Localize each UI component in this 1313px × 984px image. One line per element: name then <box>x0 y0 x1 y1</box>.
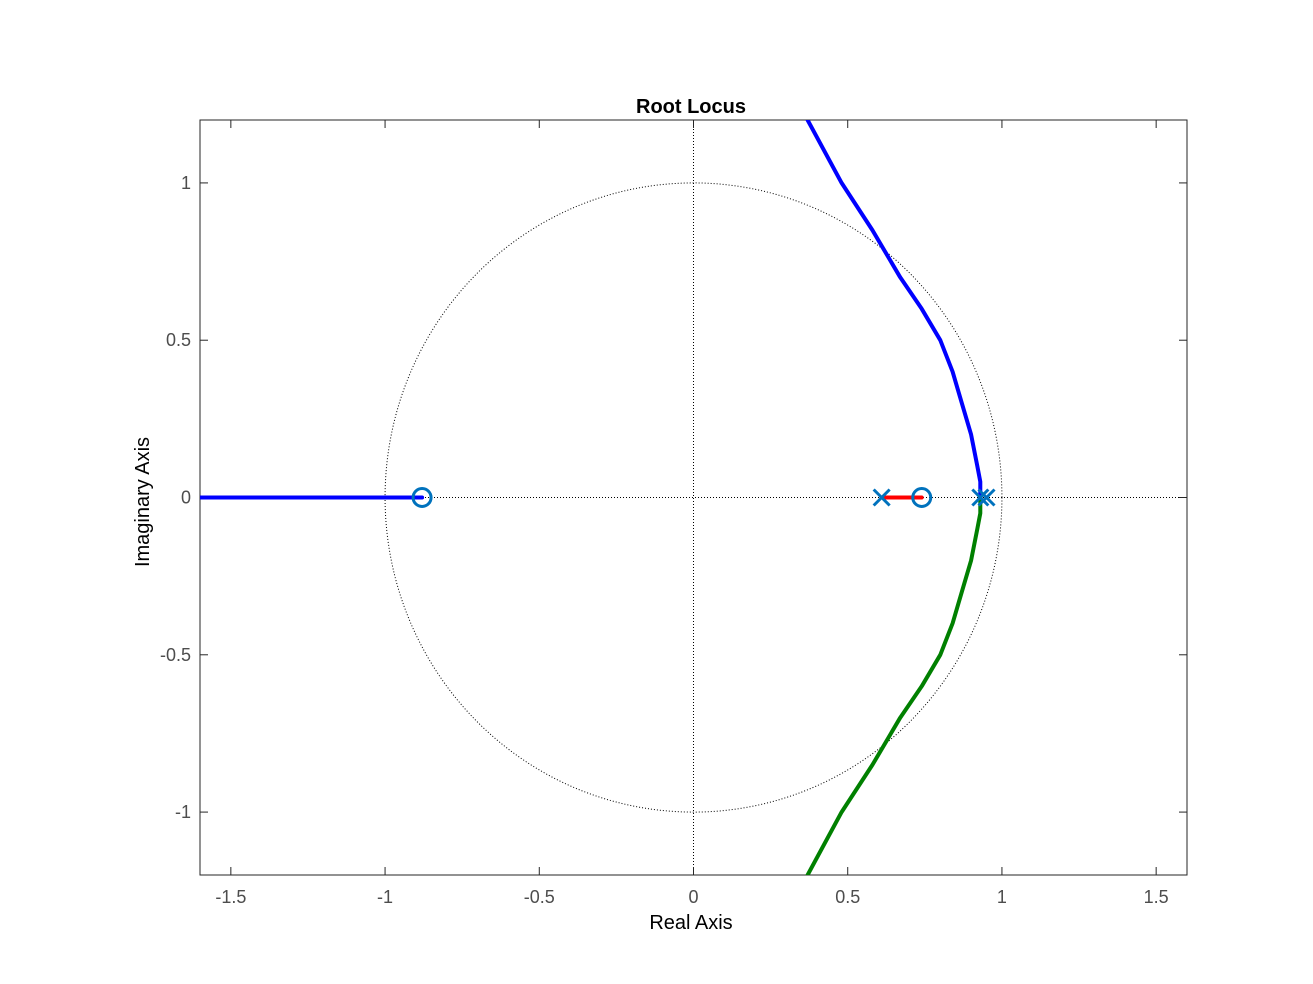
plot-area: -1.5 -1 -0.5 0 0.5 1 1.5 -1 -0.5 0 0.5 1 <box>160 119 1188 907</box>
x-tick-label: -0.5 <box>524 887 555 907</box>
x-tick-label: -1.5 <box>215 887 246 907</box>
x-axis-label: Real Axis <box>649 912 732 934</box>
locus-branches <box>200 120 983 875</box>
y-tick-label: 1 <box>181 173 191 193</box>
x-tick-label: 0 <box>688 887 698 907</box>
pole-marker <box>872 488 891 507</box>
pole-marker-stroke <box>977 488 996 507</box>
locus-branch-3 <box>805 120 983 500</box>
y-axis-label: Imaginary Axis <box>132 437 154 567</box>
x-tick-label: -1 <box>377 887 393 907</box>
y-tick-label: -0.5 <box>160 645 191 665</box>
axis-ticks: -1.5 -1 -0.5 0 0.5 1 1.5 -1 -0.5 0 0.5 1 <box>160 120 1187 907</box>
y-tick-label: -1 <box>175 802 191 822</box>
pole-marker-stroke <box>872 488 891 507</box>
pole-marker-stroke <box>971 488 990 507</box>
pole-marker <box>977 488 996 507</box>
locus-branch-4 <box>805 495 983 875</box>
x-tick-label: 0.5 <box>835 887 860 907</box>
zero-marker <box>911 487 933 508</box>
pole-zero-markers <box>411 487 996 508</box>
chart-title: Root Locus <box>636 96 746 118</box>
x-tick-label: 1.5 <box>1144 887 1169 907</box>
pole-marker <box>971 488 990 507</box>
x-tick-label: 1 <box>997 887 1007 907</box>
y-tick-label: 0.5 <box>166 330 191 350</box>
y-tick-label: 0 <box>181 488 191 508</box>
zero-marker <box>411 487 433 508</box>
